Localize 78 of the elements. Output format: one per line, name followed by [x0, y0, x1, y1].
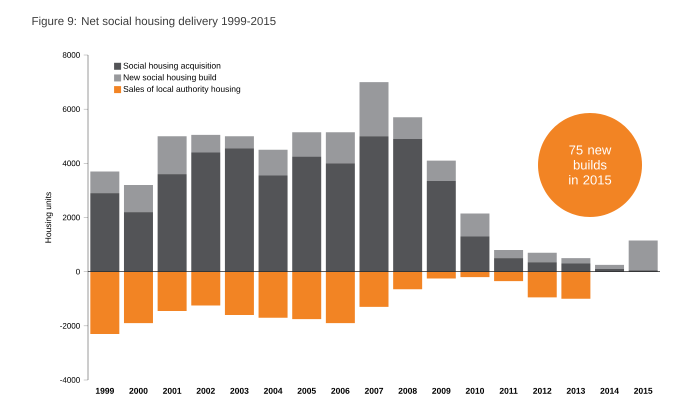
bar [595, 264, 624, 269]
bar [258, 150, 288, 176]
bar [124, 212, 153, 272]
bar [426, 160, 456, 181]
bar [158, 174, 187, 272]
bar [224, 136, 254, 148]
x-tick-label: 2010 [466, 388, 484, 394]
bar [326, 272, 355, 324]
bar [292, 156, 322, 272]
x-tick-label: 2009 [432, 388, 450, 394]
y-tick-label: -2000 [60, 323, 80, 329]
bar [124, 185, 153, 212]
bar [426, 272, 456, 278]
x-tick-label: 2003 [230, 388, 249, 394]
bar [561, 258, 590, 264]
y-tick-label: -4000 [60, 377, 80, 383]
bar [426, 180, 456, 272]
x-tick-label: 2012 [533, 388, 552, 394]
x-tick-label: 1999 [96, 388, 114, 394]
bar [528, 252, 557, 262]
x-tick-label: 2002 [196, 388, 215, 394]
x-tick-label: 2013 [566, 388, 586, 394]
x-tick-label: 2005 [298, 388, 316, 394]
bar [494, 272, 524, 282]
x-tick-label: 2008 [398, 388, 417, 394]
bar [561, 264, 590, 272]
x-tick-label: 2000 [129, 388, 148, 394]
y-axis-title: Housing units [44, 192, 53, 243]
bar [258, 176, 288, 272]
bar [393, 138, 422, 272]
bar [158, 136, 187, 174]
y-tick-label: 0 [76, 268, 80, 275]
bar [191, 152, 220, 272]
legend-label: Sales of local authority housing [123, 86, 240, 94]
x-tick-label: 2014 [600, 388, 619, 394]
y-tick-label: 8000 [62, 52, 80, 58]
bar [494, 250, 524, 258]
x-tick-label: 2006 [331, 388, 350, 394]
x-tick-label: 2007 [364, 388, 384, 394]
bar [326, 132, 355, 164]
bar [360, 82, 389, 136]
bar [393, 117, 422, 139]
chart-title: Figure 9: Net social housing delivery 1999-2015 [32, 16, 276, 28]
bar [292, 272, 322, 320]
bar [494, 258, 524, 272]
bar [460, 272, 490, 278]
bar [90, 171, 120, 194]
x-tick-label: 2011 [500, 388, 518, 394]
bar [191, 272, 220, 306]
bar [258, 272, 288, 318]
bar [124, 272, 153, 324]
bar [191, 134, 220, 153]
bar [90, 272, 120, 334]
bar [595, 268, 624, 272]
bar [460, 213, 490, 236]
bar [360, 272, 389, 307]
bar [158, 272, 187, 311]
annotation: 75 new builds in 2015 [569, 145, 612, 185]
x-tick-label: 2015 [634, 388, 652, 394]
bar [561, 272, 590, 299]
legend-label: New social housing build [124, 74, 216, 82]
x-tick-label: 2001 [162, 388, 182, 394]
bar [224, 272, 254, 316]
y-tick-label: 6000 [62, 106, 80, 112]
bar [528, 272, 557, 298]
legend-label: Social housing acquisition [123, 62, 220, 70]
bar [360, 136, 389, 272]
bar [628, 240, 658, 270]
bar [292, 132, 322, 157]
bar [90, 193, 120, 272]
bar [326, 163, 355, 272]
x-tick-label: 2004 [264, 388, 282, 394]
y-tick-label: 4000 [62, 160, 80, 166]
bar [460, 236, 490, 272]
bar [528, 262, 557, 272]
bar [224, 148, 254, 272]
bar [393, 272, 422, 290]
y-tick-label: 2000 [62, 214, 80, 220]
